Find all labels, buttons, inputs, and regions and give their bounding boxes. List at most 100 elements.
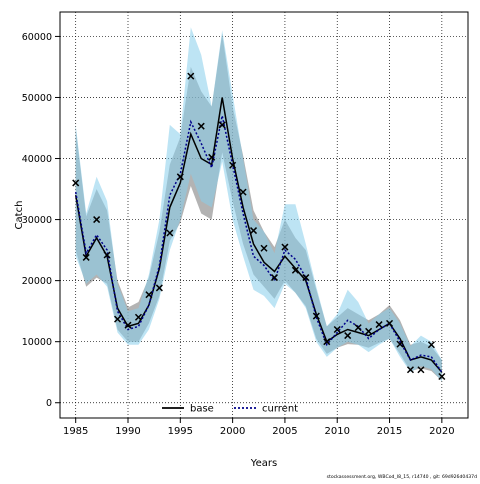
- x-tick-label: 1985: [63, 426, 88, 437]
- observed-point: [114, 315, 122, 323]
- observed-point: [197, 122, 205, 130]
- observed-point-stroke: [155, 284, 163, 292]
- observed-point: [93, 216, 101, 224]
- observed-point-stroke: [114, 315, 122, 323]
- series-line-current: [74, 115, 443, 373]
- observed-point: [103, 251, 111, 259]
- point-layer: [72, 72, 446, 381]
- observed-point-stroke: [229, 161, 237, 169]
- observed-point: [344, 332, 352, 340]
- observed-point: [417, 366, 425, 374]
- observed-point-stroke: [250, 227, 258, 235]
- y-tick-label: 20000: [22, 276, 52, 287]
- band-layer: [75, 27, 442, 382]
- observed-point: [365, 327, 373, 335]
- observed-point: [281, 243, 289, 251]
- y-tick-label: 0: [46, 398, 52, 409]
- observed-point: [438, 372, 446, 381]
- observed-point-stroke: [386, 319, 394, 327]
- x-tick-label: 1995: [168, 426, 193, 437]
- x-tick-label: 2005: [272, 426, 297, 437]
- observed-point: [312, 312, 320, 320]
- observed-point-stroke: [302, 274, 310, 282]
- observed-point: [375, 321, 383, 329]
- observed-point-stroke: [260, 244, 268, 252]
- observed-point-stroke: [82, 253, 90, 261]
- observed-point-stroke: [281, 243, 289, 251]
- observed-point-stroke: [208, 153, 216, 161]
- observed-point-stroke: [134, 313, 142, 321]
- observed-point: [145, 291, 153, 299]
- observed-point-stroke: [344, 332, 352, 340]
- observed-point-stroke: [375, 321, 383, 329]
- observed-point: [260, 244, 268, 252]
- observed-point: [427, 341, 435, 349]
- observed-point-stroke: [239, 188, 247, 196]
- observed-point-stroke: [438, 372, 446, 381]
- observed-point: [134, 313, 142, 321]
- observed-point: [333, 325, 341, 334]
- y-tick-label: 50000: [22, 93, 52, 104]
- observed-point-stroke: [72, 179, 80, 187]
- observed-point: [323, 338, 331, 346]
- observed-point: [250, 227, 258, 235]
- y-tick-label: 30000: [22, 215, 52, 226]
- observed-point: [354, 324, 362, 332]
- observed-point-stroke: [291, 266, 299, 274]
- confidence-band-current: [75, 27, 442, 382]
- observed-point: [72, 179, 80, 187]
- observed-point-stroke: [406, 366, 414, 374]
- observed-point-stroke: [396, 340, 404, 348]
- observed-point-stroke: [145, 291, 153, 299]
- observed-point: [218, 121, 226, 129]
- observed-point: [166, 229, 174, 237]
- x-tick-label: 2020: [429, 426, 454, 437]
- line-layer: [74, 97, 443, 373]
- observed-point-stroke: [176, 173, 184, 181]
- observed-point: [155, 284, 163, 292]
- observed-point: [124, 321, 132, 329]
- plot-frame: [59, 11, 469, 419]
- observed-point-stroke: [218, 121, 226, 129]
- observed-point-stroke: [333, 325, 341, 334]
- observed-point-stroke: [187, 72, 195, 80]
- observed-point-stroke: [93, 216, 101, 224]
- x-tick-label: 2000: [220, 426, 245, 437]
- footer-note: stockassessment.org, WBCod_I8_15, r14740…: [327, 474, 477, 480]
- observed-point-stroke: [124, 321, 132, 329]
- observed-point-stroke: [166, 229, 174, 237]
- observed-point-stroke: [323, 338, 331, 346]
- y-tick-label: 40000: [22, 154, 52, 165]
- observed-point: [291, 266, 299, 274]
- observed-point: [239, 188, 247, 196]
- observed-point: [82, 253, 90, 261]
- y-tick-label: 10000: [22, 337, 52, 348]
- observed-point-stroke: [103, 251, 111, 259]
- x-axis-label: Years: [250, 458, 277, 469]
- observed-point-stroke: [417, 366, 425, 374]
- observed-point-stroke: [197, 122, 205, 130]
- observed-point: [208, 153, 216, 161]
- observed-point: [386, 319, 394, 327]
- x-tick-label: 2015: [377, 426, 402, 437]
- observed-point-stroke: [312, 312, 320, 320]
- legend-label-base: base: [190, 404, 214, 415]
- y-axis-label: Catch: [14, 201, 25, 230]
- observed-point-stroke: [365, 327, 373, 335]
- axis-layer: 1985 1990 1995 2000 2005 2010 2015 2020 0 10000 20…: [22, 32, 455, 437]
- observed-point-stroke: [270, 274, 278, 282]
- observed-point: [396, 340, 404, 348]
- legend-label-current: current: [262, 404, 298, 415]
- x-tick-label: 2010: [325, 426, 350, 437]
- observed-point: [187, 72, 195, 80]
- observed-point: [176, 173, 184, 181]
- x-tick-label: 1990: [115, 426, 140, 437]
- observed-point: [302, 274, 310, 282]
- observed-point: [270, 274, 278, 282]
- observed-point: [406, 366, 414, 374]
- y-tick-label: 60000: [22, 32, 52, 43]
- observed-point-stroke: [354, 324, 362, 332]
- observed-point-stroke: [427, 341, 435, 349]
